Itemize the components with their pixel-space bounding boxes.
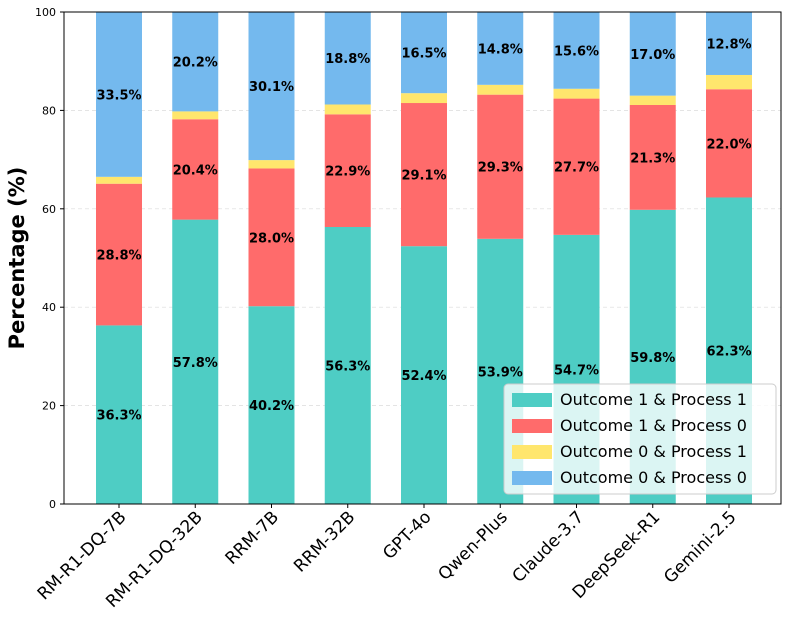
data-label: 22.0% — [706, 137, 751, 152]
bar-segment — [248, 306, 295, 504]
x-tick-label: GPT-4o — [379, 507, 435, 563]
legend-label: Outcome 1 & Process 1 — [560, 390, 747, 409]
bar-segment — [96, 183, 142, 326]
data-label: 20.4% — [173, 163, 218, 178]
data-label: 15.6% — [554, 44, 599, 59]
data-label: 56.3% — [325, 360, 370, 375]
legend-label: Outcome 0 & Process 1 — [560, 442, 747, 461]
legend-swatch — [512, 471, 552, 485]
bar-segment — [477, 84, 524, 95]
data-label: 17.0% — [630, 48, 675, 63]
data-label: 54.7% — [554, 363, 599, 378]
bar-segment — [172, 111, 219, 120]
data-label: 33.5% — [96, 88, 141, 103]
data-label: 29.3% — [478, 161, 523, 176]
bar-segment — [629, 12, 676, 96]
data-label: 20.2% — [173, 56, 218, 71]
x-tick-label: RRM-32B — [290, 507, 359, 576]
bar-segment — [324, 114, 371, 228]
bar-segment — [706, 89, 752, 198]
data-label: 29.1% — [401, 169, 446, 184]
bar-segment — [96, 325, 142, 504]
legend-label: Outcome 1 & Process 0 — [560, 416, 747, 435]
bar-segment — [172, 119, 219, 220]
legend — [503, 383, 777, 495]
data-label: 52.4% — [401, 369, 446, 384]
bar-segment — [401, 12, 447, 94]
legend-swatch — [512, 445, 552, 459]
bar-segment — [248, 12, 295, 161]
y-tick-label: 0 — [49, 498, 56, 511]
bar-segment — [706, 74, 752, 90]
x-tick-label: Claude-3.7 — [509, 507, 588, 586]
bar-segment — [248, 160, 295, 169]
bar-segment — [553, 88, 600, 99]
bar-segment — [324, 12, 371, 105]
y-axis-label: Percentage (%) — [5, 167, 29, 350]
legend-swatch — [512, 419, 552, 433]
data-label: 57.8% — [173, 356, 218, 371]
bar-segment — [553, 98, 600, 235]
bar-segment — [401, 246, 447, 504]
data-label: 40.2% — [249, 399, 294, 414]
data-label: 36.3% — [96, 409, 141, 424]
y-tick-label: 20 — [42, 400, 56, 413]
data-label: 18.8% — [325, 52, 370, 67]
data-label: 22.9% — [325, 165, 370, 180]
bar-segment — [401, 103, 447, 247]
bar-segment — [248, 168, 295, 307]
data-label: 30.1% — [249, 80, 294, 95]
bar-segment — [401, 93, 447, 104]
bar-segment — [96, 176, 142, 184]
y-tick-label: 80 — [42, 104, 56, 117]
x-tick-label: Qwen-Plus — [435, 507, 512, 584]
bar-segment — [172, 219, 219, 504]
bar-segment — [553, 12, 600, 89]
data-label: 53.9% — [478, 365, 523, 380]
bar-segment — [172, 12, 219, 112]
legend-label: Outcome 0 & Process 0 — [560, 468, 747, 487]
data-label: 62.3% — [706, 345, 751, 360]
bar-segment — [629, 95, 676, 105]
y-tick-label: 60 — [42, 203, 56, 216]
bar-segment — [96, 12, 142, 177]
data-label: 12.8% — [706, 37, 751, 52]
bar-segment — [324, 227, 371, 504]
bar-segment — [477, 12, 524, 85]
bar-segment — [324, 104, 371, 115]
data-label: 59.8% — [630, 351, 675, 366]
data-label: 14.8% — [478, 42, 523, 57]
x-tick-label: Gemini-2.5 — [660, 507, 740, 587]
data-label: 27.7% — [554, 161, 599, 176]
bar-segment — [629, 104, 676, 210]
data-label: 16.5% — [401, 47, 446, 62]
y-tick-label: 40 — [42, 301, 56, 314]
data-label: 28.0% — [249, 231, 294, 246]
bar-segment — [477, 94, 524, 239]
x-tick-label: RRM-7B — [222, 507, 283, 568]
bar-segment — [706, 12, 752, 75]
data-label: 28.8% — [96, 249, 141, 264]
legend-swatch — [512, 393, 552, 407]
plot-frame — [63, 11, 782, 505]
data-label: 21.3% — [630, 151, 675, 166]
y-tick-label: 100 — [35, 6, 56, 19]
